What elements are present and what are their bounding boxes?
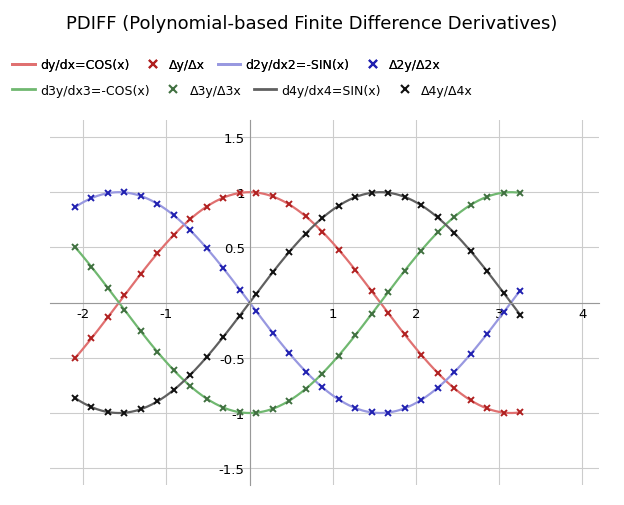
- Text: PDIFF (Polynomial-based Finite Difference Derivatives): PDIFF (Polynomial-based Finite Differenc…: [66, 15, 558, 33]
- Legend: dy/dx=COS(x), Δy/Δx, d2y/dx2=-SIN(x), Δ2y/Δ2x: dy/dx=COS(x), Δy/Δx, d2y/dx2=-SIN(x), Δ2…: [12, 59, 441, 72]
- Legend: d3y/dx3=-COS(x), Δ3y/Δ3x, d4y/dx4=SIN(x), Δ4y/Δ4x: d3y/dx3=-COS(x), Δ3y/Δ3x, d4y/dx4=SIN(x)…: [12, 84, 472, 97]
